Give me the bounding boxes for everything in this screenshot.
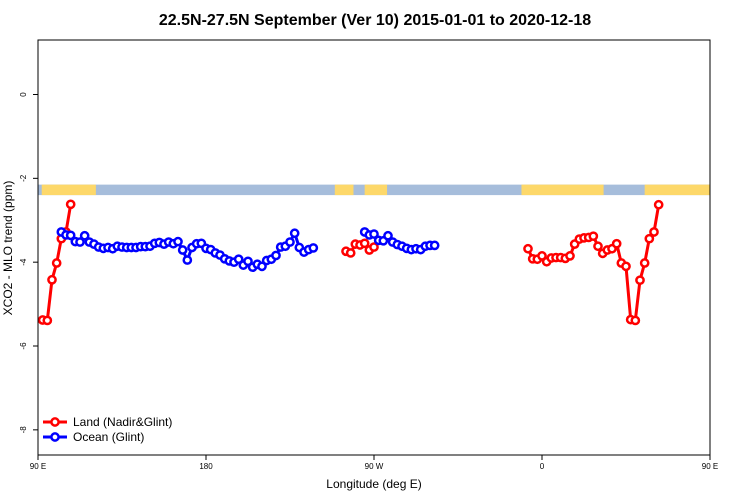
- x-tick-label: 90 W: [365, 462, 384, 471]
- chart-title: 22.5N-27.5N September (Ver 10) 2015-01-0…: [159, 12, 591, 29]
- land-point: [639, 258, 650, 268]
- land-point: [565, 251, 575, 261]
- legend-label-land: Land (Nadir&Glint): [73, 415, 172, 429]
- ocean-point: [285, 237, 295, 247]
- ocean-point: [369, 229, 379, 239]
- land-point: [42, 315, 53, 326]
- ocean-point: [289, 228, 300, 239]
- x-tick-label: 0: [540, 462, 545, 471]
- land-point: [653, 199, 664, 210]
- map-strip-land: [644, 184, 710, 196]
- legend-marker-land: [50, 417, 60, 427]
- legend-label-ocean: Ocean (Glint): [73, 430, 144, 444]
- x-tick-label: 90 E: [30, 462, 46, 471]
- map-strip-land: [41, 184, 96, 196]
- x-tick-label: 180: [199, 462, 213, 471]
- land-point: [359, 238, 370, 249]
- ocean-point: [233, 254, 244, 265]
- ocean-point: [271, 250, 281, 261]
- map-strip-land: [521, 184, 604, 196]
- map-strip-land: [364, 184, 388, 196]
- ocean-point: [429, 240, 440, 251]
- legend: Land (Nadir&Glint)Ocean (Glint): [43, 415, 172, 444]
- land-point: [345, 248, 356, 258]
- ocean-point: [383, 230, 393, 241]
- land-point: [630, 315, 641, 326]
- legend-marker-ocean: [50, 432, 60, 442]
- land-point: [47, 274, 57, 285]
- y-axis-label: XCO2 - MLO trend (ppm): [1, 181, 15, 316]
- x-axis: 90 E 180 90 W 0 90 E: [30, 455, 718, 471]
- y-axis: 0 -2 -4 -6 -8: [19, 92, 38, 434]
- ocean-point: [65, 230, 76, 241]
- land-point: [611, 238, 622, 249]
- ocean-point: [75, 237, 85, 247]
- land-point: [523, 243, 533, 254]
- ocean-point: [173, 236, 183, 247]
- land-point: [644, 233, 655, 244]
- ocean-point: [243, 256, 253, 267]
- x-tick-label: 90 E: [702, 462, 718, 471]
- land-point: [537, 251, 547, 261]
- ocean-point: [182, 255, 193, 265]
- ocean-point: [257, 261, 267, 272]
- y-tick-label: -2: [19, 174, 28, 182]
- map-strip-land: [334, 184, 354, 196]
- land-point: [593, 241, 603, 252]
- land-point: [635, 275, 645, 286]
- x-axis-label: Longitude (deg E): [326, 477, 421, 491]
- land-point: [621, 261, 631, 272]
- map-strip: [38, 184, 710, 196]
- land-point: [65, 199, 76, 210]
- ocean-point: [308, 243, 319, 253]
- plot-layer: [37, 199, 664, 326]
- land-point: [649, 227, 659, 237]
- y-tick-label: 0: [19, 92, 28, 97]
- ocean-point: [177, 245, 188, 255]
- land-point: [369, 242, 379, 252]
- y-tick-label: -8: [19, 426, 28, 434]
- land-point: [51, 258, 62, 268]
- ocean-point: [79, 230, 90, 241]
- land-point: [588, 231, 599, 242]
- y-tick-label: -6: [19, 342, 28, 350]
- y-tick-label: -4: [19, 258, 28, 266]
